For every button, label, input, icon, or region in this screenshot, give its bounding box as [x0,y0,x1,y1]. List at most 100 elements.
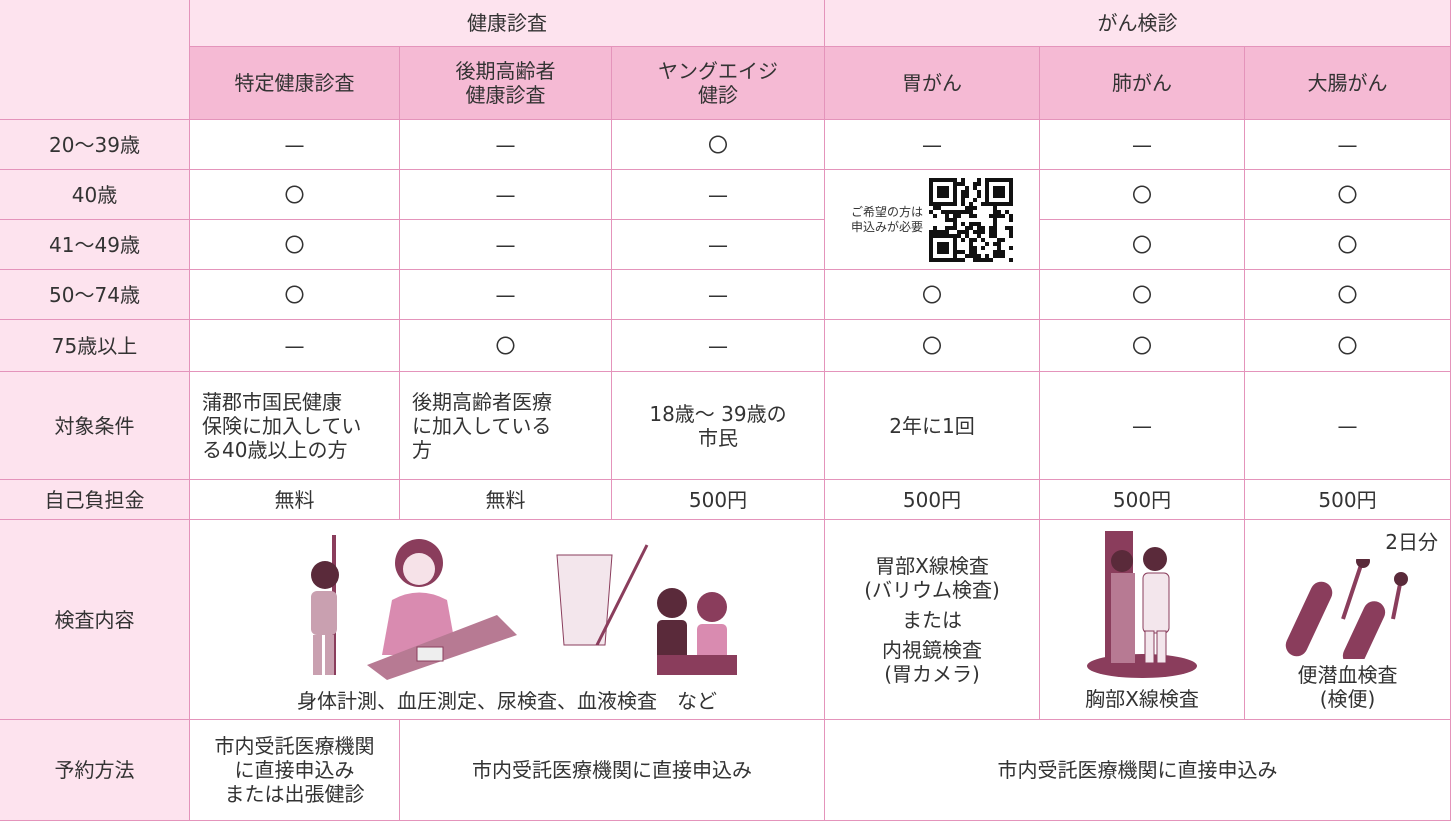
illustration-shape [973,197,977,202]
illustration-shape [997,241,1001,246]
illustration-shape [953,253,957,258]
exam-text: 便潜血検査 (検便) [1297,663,1398,711]
illustration-shape [929,229,933,234]
mark-cell: — [1245,120,1451,170]
illustration-shape [977,225,981,230]
illustration-shape [1009,177,1013,182]
illustration-shape [949,233,953,238]
illustration-shape [985,241,989,246]
illustration-shape [933,225,937,230]
illustration-shape [941,177,945,182]
condition-cell: 後期高齢者医療 に加入している 方 [400,372,612,480]
illustration-shape [1143,547,1167,571]
illustration-shape [1009,193,1013,198]
mark-cell: 〇 [190,220,400,270]
column-title: 胃がん [902,71,962,95]
mark-cell: — [400,270,612,320]
mark: 〇 [1132,282,1152,307]
illustration-shape [993,209,997,214]
row-header: 検査内容 [0,520,190,720]
illustration-shape [961,229,965,234]
illustration-shape [957,233,961,238]
illustration-shape [929,245,933,250]
column-header: 特定健康診査 [190,47,400,120]
mark: 〇 [1337,282,1358,307]
illustration-shape [953,257,957,262]
mark: 〇 [922,333,942,358]
illustration-shape [697,592,727,622]
illustration-shape [993,229,997,234]
illustration-shape [1001,253,1005,258]
illustration-shape [929,197,933,202]
illustration-shape [1009,197,1013,202]
illustration-shape [993,249,997,254]
illustration-shape [937,185,941,190]
illustration-shape [973,229,977,234]
illustration-shape [416,646,444,662]
condition: 後期高齢者医療 に加入している 方 [412,389,552,462]
illustration-shape [997,237,1001,242]
illustration-shape [941,249,945,254]
illustration-shape [957,213,961,218]
mark: 〇 [708,132,728,157]
illustration-shape [937,205,941,210]
mark-cell: — [190,120,400,170]
illustration-shape [937,249,941,254]
row-header: 40歳 [0,170,190,220]
mark: 〇 [1337,333,1358,358]
illustration-shape [595,544,649,646]
illustration-shape [993,177,997,182]
illustration-shape [997,249,1001,254]
illustration-shape [929,241,933,246]
illustration-shape [989,201,993,206]
mark-cell: 〇 [1245,320,1451,372]
cost: 無料 [485,487,526,512]
illustration-shape [989,225,993,230]
illustration-shape [945,249,949,254]
illustration-shape [945,209,949,214]
illustration-shape [953,233,957,238]
illustration [311,535,737,680]
illustration-shape [1156,630,1167,664]
illustration-shape [985,185,989,190]
illustration-shape [961,257,965,262]
column-title: 特定健康診査 [234,71,355,95]
illustration-shape [933,201,937,206]
column-header: 肺がん [1040,47,1245,120]
cost-cell: 500円 [825,480,1040,520]
illustration [1087,531,1197,678]
row-header: 50～74歳 [0,270,190,320]
exam-text: 胃部X線検査 (バリウム検査) [864,553,1000,602]
illustration-shape [945,189,949,194]
illustration-shape [969,245,973,250]
mark-cell: 〇 [1245,270,1451,320]
illustration-shape [953,213,957,218]
condition: 18歳～ 39歳の 市民 [649,401,787,450]
mark: 〇 [284,282,305,307]
illustration-shape [993,205,997,210]
mark-cell: — [612,220,825,270]
illustration-shape [1001,189,1005,194]
illustration-shape [965,205,969,210]
illustration-shape [1342,600,1385,659]
exam-stomach-cell: 胃部X線検査 (バリウム検査) または 内視鏡検査 (胃カメラ) [825,520,1040,720]
column-header: 胃がん [825,47,1040,120]
illustration-shape [977,253,981,258]
illustration-shape [937,241,941,246]
illustration-shape [949,209,953,214]
illustration-shape [997,177,1001,182]
illustration-shape [1340,558,1365,620]
group-title: 健康診査 [467,11,547,35]
illustration-shape [1001,201,1005,206]
row-header: 対象条件 [0,372,190,480]
illustration-shape [945,245,949,250]
illustration-shape [961,177,965,182]
illustration-shape [989,257,993,262]
illustration-shape [929,181,933,186]
illustration-shape [937,245,941,250]
row-label: 40歳 [71,182,118,207]
illustration-shape [969,249,973,254]
illustration-shape [949,257,953,262]
illustration-shape [697,624,727,664]
illustration-shape [953,221,957,226]
